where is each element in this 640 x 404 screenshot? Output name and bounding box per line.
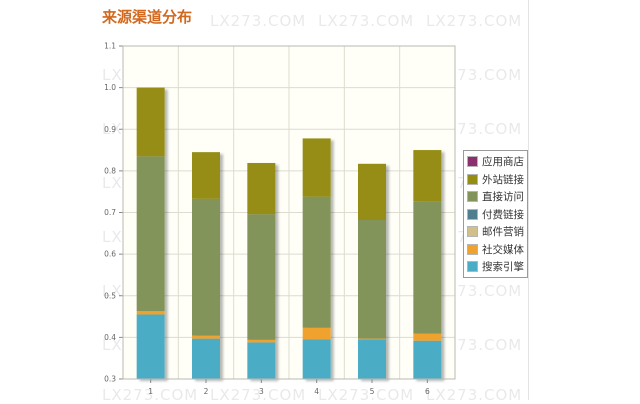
legend-item[interactable]: 社交媒体 bbox=[467, 241, 524, 259]
y-tick-label: 0.5 bbox=[104, 291, 116, 300]
bar-segment[interactable] bbox=[136, 314, 165, 379]
bar-segment[interactable] bbox=[358, 339, 386, 379]
legend-label: 邮件营销 bbox=[482, 226, 524, 239]
bar-segment[interactable] bbox=[247, 162, 276, 215]
legend-item[interactable]: 直接访问 bbox=[467, 188, 524, 206]
x-tick-label: 1 bbox=[148, 387, 153, 396]
legend-label: 应用商店 bbox=[482, 156, 524, 169]
legend-swatch bbox=[467, 173, 478, 185]
bar-segment[interactable] bbox=[413, 333, 442, 341]
bar-segment[interactable] bbox=[358, 338, 386, 340]
bar-segment[interactable] bbox=[358, 219, 386, 339]
bar-stack[interactable] bbox=[247, 162, 276, 379]
bar-segment[interactable] bbox=[136, 156, 165, 312]
legend-swatch bbox=[467, 208, 478, 220]
bar-segment[interactable] bbox=[302, 138, 331, 197]
legend-label: 社交媒体 bbox=[482, 243, 524, 256]
legend-swatch bbox=[467, 226, 478, 238]
bar-segment[interactable] bbox=[413, 201, 442, 334]
bar-segment[interactable] bbox=[136, 87, 165, 157]
legend-label: 直接访问 bbox=[482, 191, 524, 204]
bar-segment[interactable] bbox=[302, 327, 331, 340]
bar-stack[interactable] bbox=[302, 138, 331, 379]
x-tick-label: 4 bbox=[314, 387, 319, 396]
chart-title: 来源渠道分布 bbox=[102, 8, 193, 26]
bar-segment[interactable] bbox=[192, 198, 220, 336]
panel-divider bbox=[528, 0, 529, 400]
legend-item[interactable]: 外站链接 bbox=[467, 171, 524, 189]
bar-segment[interactable] bbox=[247, 342, 276, 379]
bar-stack[interactable] bbox=[358, 163, 386, 379]
bar-segment[interactable] bbox=[358, 163, 386, 220]
y-tick-label: 1.0 bbox=[104, 83, 116, 92]
bar-stack[interactable] bbox=[136, 87, 165, 379]
x-tick-label: 5 bbox=[370, 387, 375, 396]
legend-swatch bbox=[467, 243, 478, 255]
y-tick-label: 0.9 bbox=[104, 125, 116, 134]
y-tick-label: 1.1 bbox=[104, 42, 116, 51]
x-tick-label: 6 bbox=[425, 387, 430, 396]
chart-legend: 应用商店 外站链接 直接访问 付费链接 邮件营销 社交媒体 搜索引擎 bbox=[463, 150, 528, 278]
y-tick-label: 0.7 bbox=[104, 208, 116, 217]
y-tick-label: 0.3 bbox=[104, 375, 116, 384]
legend-item[interactable]: 应用商店 bbox=[467, 153, 524, 171]
legend-label: 付费链接 bbox=[482, 208, 524, 221]
y-tick-label: 0.6 bbox=[104, 250, 116, 259]
y-tick-label: 0.8 bbox=[104, 166, 116, 175]
bar-segment[interactable] bbox=[192, 338, 220, 379]
x-tick-label: 3 bbox=[259, 387, 264, 396]
legend-swatch bbox=[467, 261, 478, 273]
bar-segment[interactable] bbox=[136, 311, 165, 315]
x-tick-label: 2 bbox=[204, 387, 209, 396]
bar-segment[interactable] bbox=[302, 196, 331, 328]
legend-label: 外站链接 bbox=[482, 173, 524, 186]
bar-segment[interactable] bbox=[413, 150, 442, 202]
legend-label: 搜索引擎 bbox=[482, 261, 524, 274]
legend-item[interactable]: 付费链接 bbox=[467, 206, 524, 224]
plot-border bbox=[122, 45, 456, 380]
bar-stack[interactable] bbox=[413, 150, 442, 379]
bar-segment[interactable] bbox=[413, 340, 442, 379]
y-tick-label: 0.4 bbox=[104, 333, 116, 342]
legend-swatch bbox=[467, 191, 478, 203]
legend-swatch bbox=[467, 156, 478, 168]
bar-stack[interactable] bbox=[192, 152, 220, 379]
legend-item[interactable]: 搜索引擎 bbox=[467, 258, 524, 276]
bar-segment[interactable] bbox=[247, 339, 276, 343]
bar-segment[interactable] bbox=[302, 339, 331, 379]
bar-segment[interactable] bbox=[192, 152, 220, 199]
bar-segment[interactable] bbox=[192, 335, 220, 339]
legend-item[interactable]: 邮件营销 bbox=[467, 223, 524, 241]
bar-segment[interactable] bbox=[247, 214, 276, 340]
